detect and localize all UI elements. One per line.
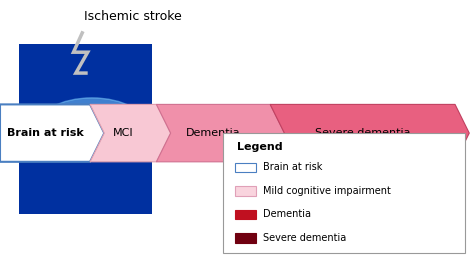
- Text: MCI: MCI: [113, 128, 134, 138]
- Bar: [19, 44, 152, 214]
- Text: Brain at risk: Brain at risk: [7, 128, 83, 138]
- Text: Dementia: Dementia: [263, 209, 311, 220]
- Text: Ischemic stroke: Ischemic stroke: [84, 10, 182, 23]
- Text: Mild cognitive impairment: Mild cognitive impairment: [263, 186, 391, 196]
- Polygon shape: [90, 104, 171, 162]
- Polygon shape: [0, 104, 104, 162]
- Polygon shape: [156, 104, 284, 162]
- Circle shape: [68, 116, 116, 142]
- Text: Severe dementia: Severe dementia: [315, 128, 410, 138]
- Bar: [235, 186, 256, 196]
- Polygon shape: [270, 104, 469, 162]
- FancyBboxPatch shape: [223, 133, 465, 253]
- Text: Dementia: Dementia: [186, 128, 241, 138]
- Bar: [235, 233, 256, 243]
- Text: Brain at risk: Brain at risk: [263, 162, 322, 173]
- Bar: [235, 163, 256, 172]
- Circle shape: [35, 98, 149, 161]
- Circle shape: [54, 108, 130, 150]
- Bar: [235, 210, 256, 219]
- Text: Severe dementia: Severe dementia: [263, 233, 346, 243]
- Text: Legend: Legend: [237, 142, 283, 152]
